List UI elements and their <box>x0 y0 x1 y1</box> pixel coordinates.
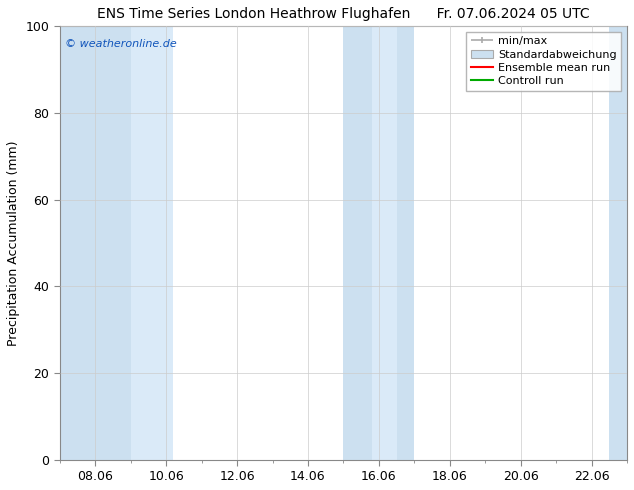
Title: ENS Time Series London Heathrow Flughafen      Fr. 07.06.2024 05 UTC: ENS Time Series London Heathrow Flughafe… <box>97 7 590 21</box>
Bar <box>344 26 415 460</box>
Bar <box>60 26 131 460</box>
Legend: min/max, Standardabweichung, Ensemble mean run, Controll run: min/max, Standardabweichung, Ensemble me… <box>466 32 621 91</box>
Text: © weatheronline.de: © weatheronline.de <box>65 39 178 49</box>
Bar <box>372 26 397 460</box>
Bar <box>609 26 634 460</box>
Bar <box>131 26 173 460</box>
Y-axis label: Precipitation Accumulation (mm): Precipitation Accumulation (mm) <box>7 140 20 346</box>
